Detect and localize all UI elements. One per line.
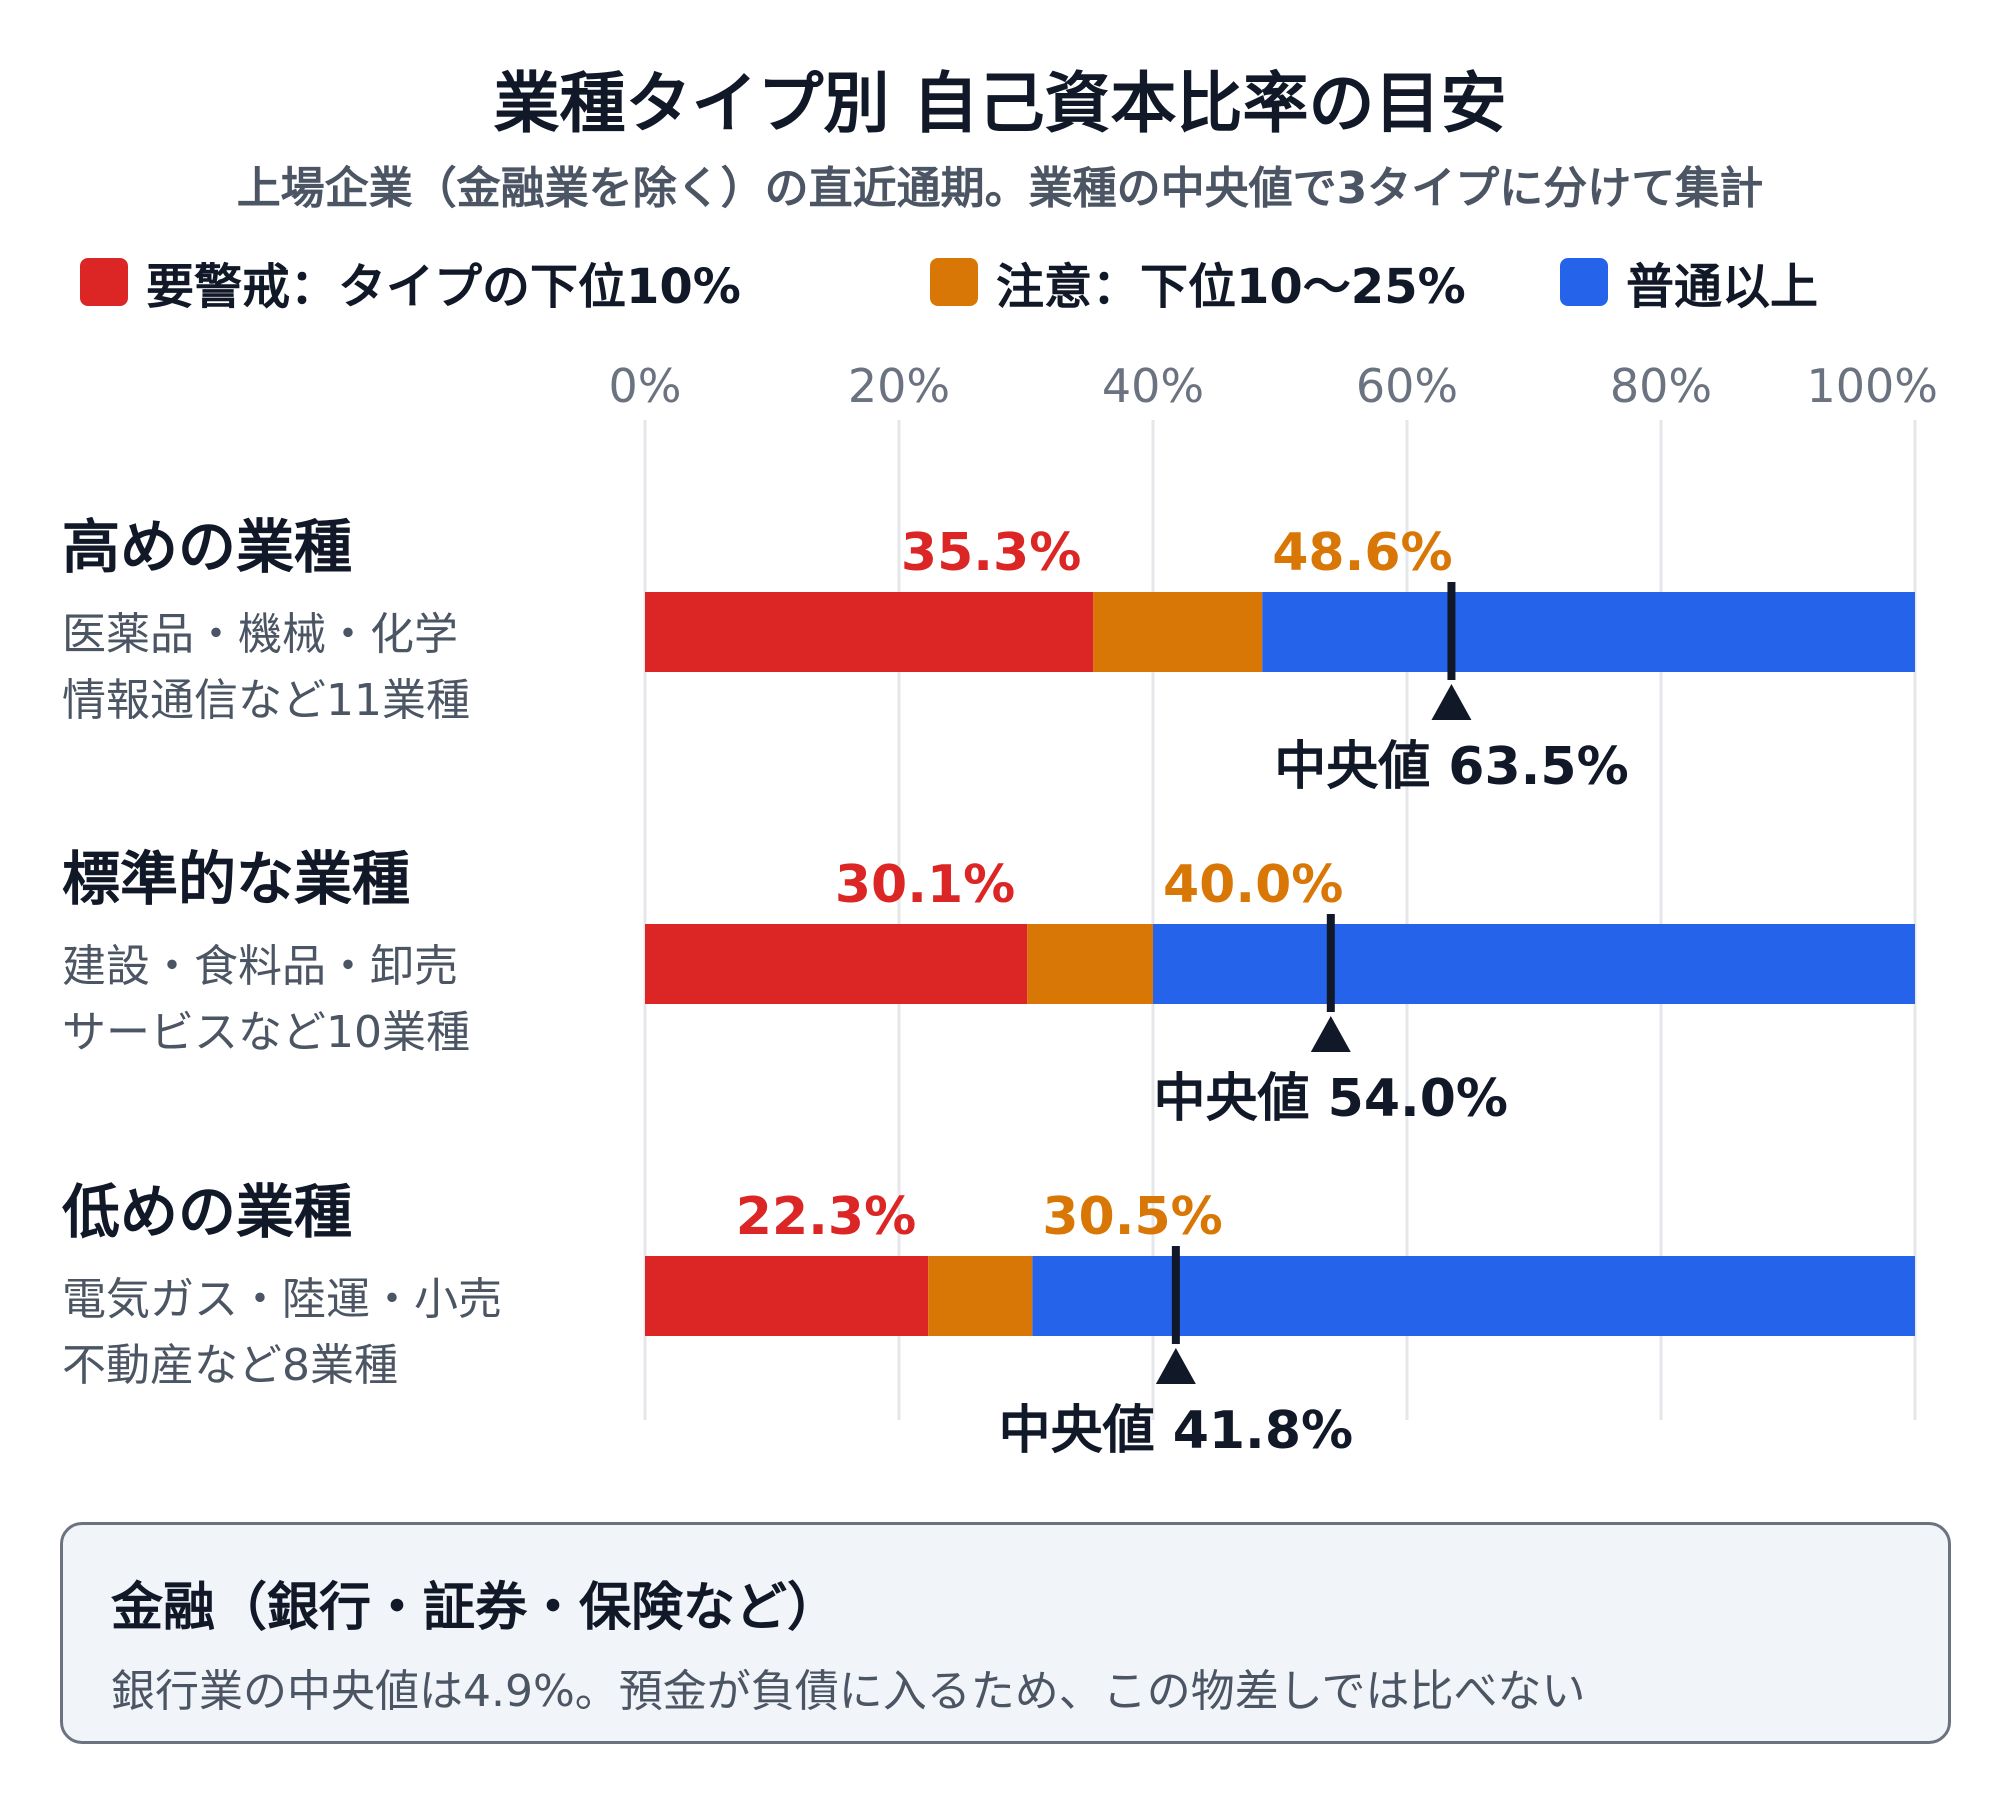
chart-title: 業種タイプ別 自己資本比率の目安 bbox=[493, 65, 1507, 142]
group-title-standard: 標準的な業種 bbox=[62, 845, 411, 913]
group-title-low: 低めの業種 bbox=[62, 1178, 353, 1246]
orange-threshold-label: 30.5% bbox=[1042, 1187, 1222, 1247]
group-desc-standard-1: 建設・食料品・卸売 bbox=[62, 941, 458, 992]
group-desc-low-1: 電気ガス・陸運・小売 bbox=[62, 1274, 502, 1325]
bar-segment-blue bbox=[1032, 1256, 1915, 1336]
legend-label-red: 要警戒：タイプの下位10% bbox=[146, 259, 741, 315]
red-threshold-label: 22.3% bbox=[736, 1187, 916, 1247]
group-title-high: 高めの業種 bbox=[62, 513, 353, 581]
x-tick-label: 40% bbox=[1102, 359, 1204, 413]
x-tick-label: 0% bbox=[609, 359, 682, 413]
x-tick-label: 100% bbox=[1806, 359, 1938, 413]
red-threshold-label: 35.3% bbox=[901, 523, 1081, 583]
red-threshold-label: 30.1% bbox=[835, 855, 1015, 915]
median-label: 中央値 41.8% bbox=[999, 1401, 1354, 1461]
legend-label-orange: 注意：下位10〜25% bbox=[996, 259, 1466, 315]
orange-threshold-label: 40.0% bbox=[1163, 855, 1343, 915]
finance-note-title: 金融（銀行・証券・保険など） bbox=[111, 1578, 840, 1638]
bar-segment-red bbox=[645, 924, 1028, 1004]
median-triangle-icon bbox=[1155, 1348, 1196, 1384]
legend-label-blue: 普通以上 bbox=[1626, 259, 1819, 315]
x-tick-label: 80% bbox=[1610, 359, 1712, 413]
orange-threshold-label: 48.6% bbox=[1272, 523, 1452, 583]
bar-segment-blue bbox=[1262, 592, 1915, 672]
bar-segment-red bbox=[645, 1256, 929, 1336]
stacked-bar-chart: 0% 20% 40% 60% 80% 100% 35.3% 48.6% 中央値 63.5% 30.… bbox=[609, 359, 1938, 1461]
x-tick-label: 60% bbox=[1356, 359, 1458, 413]
median-label: 中央値 54.0% bbox=[1154, 1069, 1509, 1129]
group-desc-low-2: 不動産など8業種 bbox=[62, 1340, 398, 1391]
legend-item-blue: 普通以上 bbox=[1560, 252, 1818, 315]
group-desc-high-2: 情報通信など11業種 bbox=[62, 675, 470, 726]
bar-segment-orange bbox=[928, 1256, 1033, 1336]
finance-note-text: 銀行業の中央値は4.9%。預金が負債に入るため、この物差しでは比べない bbox=[111, 1666, 1586, 1717]
legend-swatch-orange bbox=[930, 258, 978, 306]
median-label: 中央値 63.5% bbox=[1274, 737, 1629, 797]
bar-segment-orange bbox=[1093, 592, 1263, 672]
finance-note-box: 金融（銀行・証券・保険など） 銀行業の中央値は4.9%。預金が負債に入るため、こ… bbox=[60, 1522, 1951, 1744]
median-triangle-icon bbox=[1310, 1016, 1351, 1052]
x-tick-label: 20% bbox=[848, 359, 950, 413]
group-desc-standard-2: サービスなど10業種 bbox=[62, 1007, 470, 1058]
legend-item-orange: 注意：下位10〜25% bbox=[930, 252, 1466, 315]
median-triangle-icon bbox=[1431, 684, 1472, 720]
legend-swatch-blue bbox=[1560, 258, 1608, 306]
bar-segment-blue bbox=[1153, 924, 1915, 1004]
group-desc-high-1: 医薬品・機械・化学 bbox=[62, 609, 458, 660]
legend-item-red: 要警戒：タイプの下位10% bbox=[80, 252, 741, 315]
bar-segment-orange bbox=[1027, 924, 1153, 1004]
legend: 要警戒：タイプの下位10% 注意：下位10〜25% 普通以上 bbox=[0, 252, 2000, 315]
bar-segment-red bbox=[645, 592, 1094, 672]
legend-swatch-red bbox=[80, 258, 128, 306]
chart-subtitle: 上場企業（金融業を除く）の直近通期。業種の中央値で3タイプに分けて集計 bbox=[236, 163, 1764, 214]
